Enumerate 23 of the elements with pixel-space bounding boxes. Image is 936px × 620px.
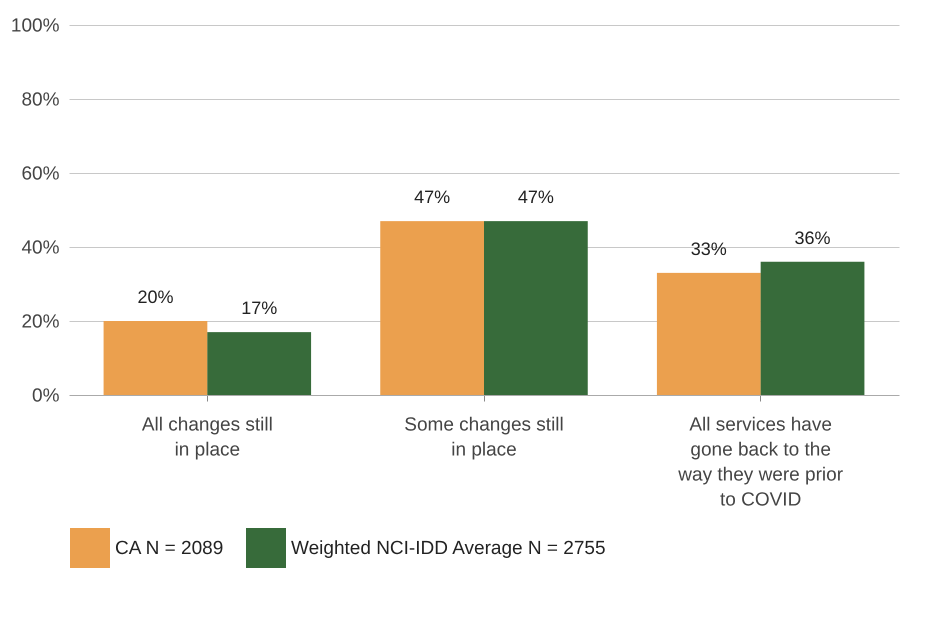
y-tick-label: 40% — [21, 238, 60, 258]
bar — [104, 321, 208, 395]
y-tick-label: 80% — [21, 90, 60, 110]
y-tick-label: 60% — [21, 164, 60, 184]
x-tick-label: Some changes still in place — [404, 414, 564, 460]
x-tick-label: All services have gone back to the way they were prior to COVID — [677, 414, 844, 510]
y-tick-label: 0% — [32, 386, 60, 406]
data-label: 20% — [137, 287, 174, 307]
bar — [380, 221, 484, 395]
bar — [656, 272, 761, 395]
bar — [760, 262, 864, 395]
bar — [484, 221, 588, 395]
legend-label: CA N = 2089 — [115, 538, 224, 559]
data-label: 33% — [690, 238, 727, 259]
data-label: 47% — [518, 187, 554, 208]
y-tick-label: 100% — [10, 16, 60, 36]
y-tick-label: 20% — [21, 312, 60, 332]
x-tick-label: All changes still in place — [142, 414, 273, 460]
data-label: 17% — [241, 298, 278, 318]
bar — [207, 332, 312, 395]
legend-label: Weighted NCI-IDD Average N = 2755 — [291, 538, 606, 559]
data-label: 47% — [414, 187, 450, 208]
data-label: 36% — [794, 228, 831, 248]
